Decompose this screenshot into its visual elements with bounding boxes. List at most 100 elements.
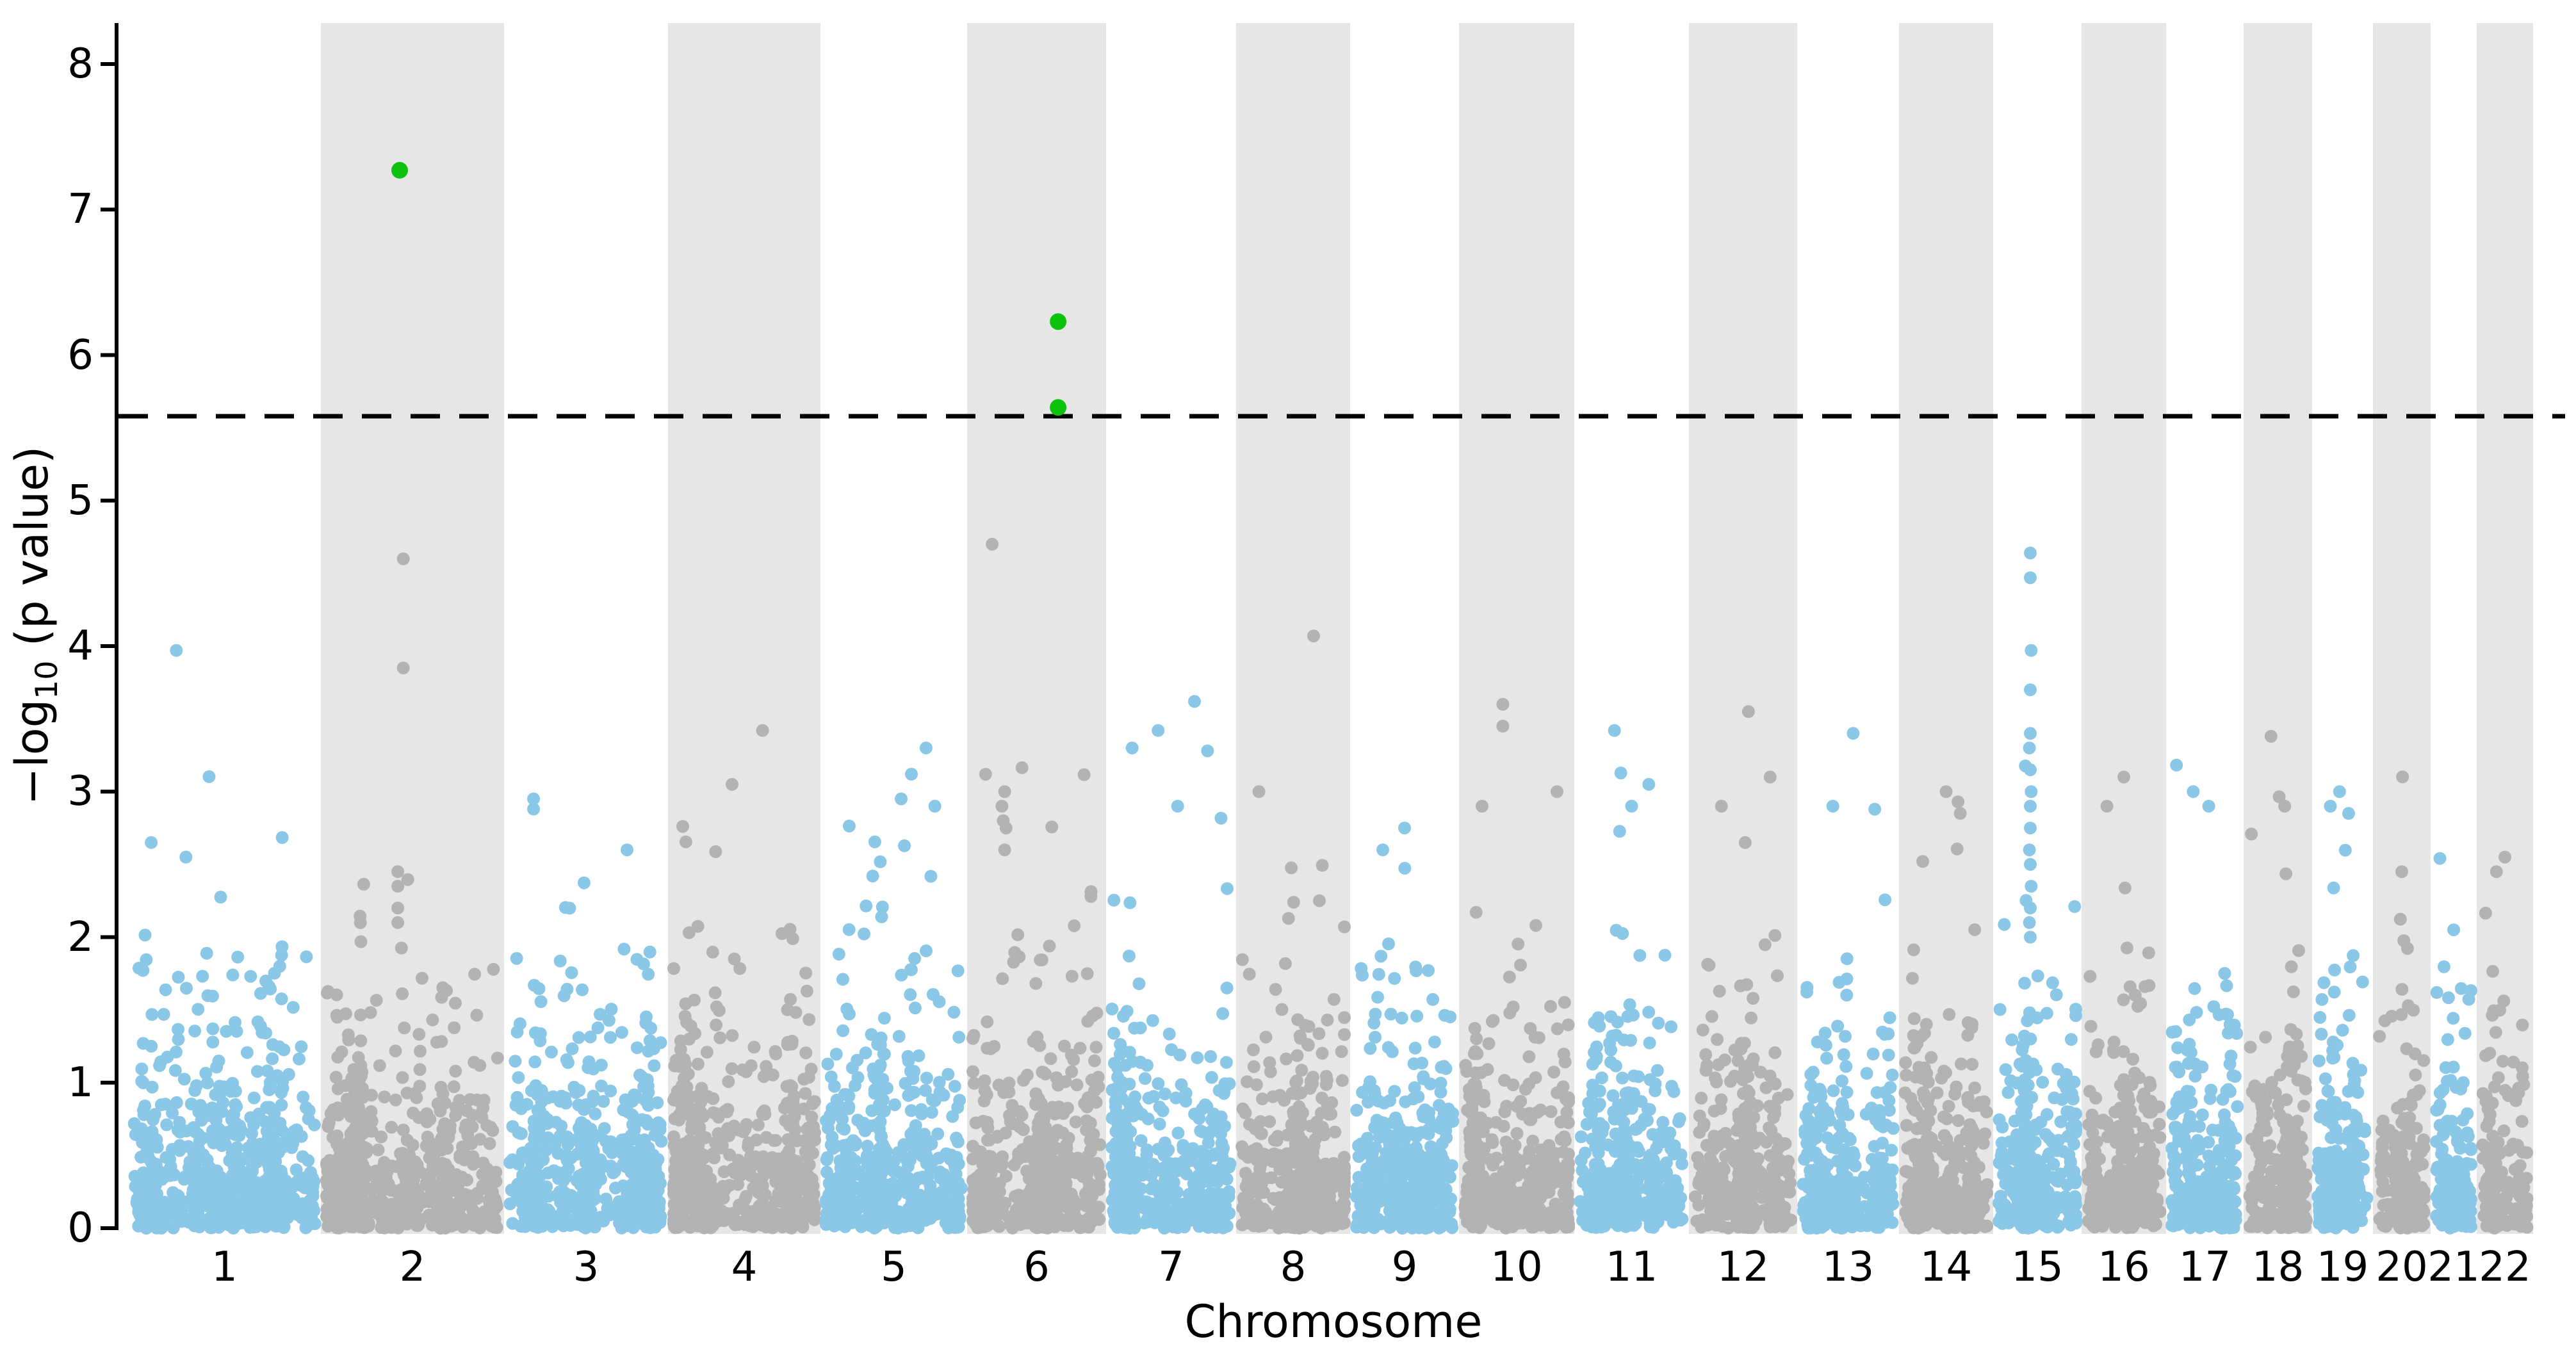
snp-outlier-point (919, 742, 933, 755)
snp-outlier-point (2264, 729, 2278, 743)
y-tick-label-6: 6 (67, 331, 94, 379)
chr-4-points (667, 724, 821, 1235)
snp-outlier-point (1763, 770, 1777, 784)
snp-outlier-point (2023, 843, 2036, 857)
snp-outlier-point (905, 768, 918, 781)
snp-outlier-point (2324, 800, 2337, 813)
chr-15-points (1993, 546, 2082, 1235)
snp-outlier-point (1307, 629, 1320, 643)
chr-9-points (1349, 822, 1460, 1235)
chromosome-band-8 (1236, 23, 1350, 1234)
snp-outlier-point (1171, 800, 1184, 813)
x-tick-label-chr-15: 15 (2011, 1244, 2064, 1291)
chr-19-points (2311, 785, 2374, 1235)
snp-outlier-point (2117, 770, 2130, 784)
snp-outlier-point (1953, 807, 1967, 820)
chr-16-points (2082, 770, 2167, 1235)
snp-outlier-point (928, 800, 942, 813)
snp-outlier-point (1201, 744, 1214, 758)
snp-outlier-point (2024, 546, 2037, 560)
chr-14-points (1898, 785, 1994, 1235)
x-axis-label: Chromosome (1184, 1295, 1483, 1348)
snp-outlier-point (1625, 800, 1638, 813)
snp-outlier-point (1496, 697, 1510, 711)
chr-11-points (1574, 724, 1689, 1234)
snp-outlier-point (2499, 850, 2511, 864)
x-tick-label-chr-19: 19 (2316, 1244, 2369, 1291)
snp-outlier-point (396, 552, 410, 565)
x-tick-label-chr-21: 21 (2427, 1244, 2480, 1291)
x-tick-label-chr-10: 10 (1490, 1244, 1543, 1291)
chromosome-band-16 (2082, 23, 2166, 1234)
y-axis-tick (101, 1226, 115, 1230)
snp-outlier-point (1125, 742, 1139, 755)
y-tick-label-4: 4 (67, 622, 94, 670)
chr-12-points (1689, 705, 1798, 1235)
snp-outlier-point (391, 880, 405, 893)
y-axis-spine (115, 23, 118, 1230)
x-tick-label-chr-22: 22 (2479, 1244, 2531, 1291)
y-axis-tick (101, 353, 115, 357)
snp-outlier-point (2024, 683, 2037, 697)
snp-outlier-point (391, 902, 405, 914)
y-axis-tick (101, 207, 115, 212)
snp-outlier-point (1252, 785, 1266, 799)
snp-outlier-point (1826, 800, 1839, 813)
snp-outlier-point (1398, 822, 1411, 835)
snp-outlier-point (1551, 785, 1563, 799)
chromosome-band-2 (321, 23, 504, 1234)
snp-outlier-point (1741, 705, 1755, 718)
snp-outlier-point (527, 792, 541, 806)
x-tick-label-chr-12: 12 (1716, 1244, 1770, 1291)
chr-10-points (1458, 697, 1575, 1235)
x-tick-label-chr-4: 4 (731, 1244, 758, 1291)
x-tick-label-chr-7: 7 (1158, 1244, 1184, 1291)
snp-outlier-point (2100, 800, 2114, 813)
chr-17-points (2165, 758, 2244, 1235)
snp-outlier-point (2024, 571, 2037, 585)
y-tick-label-5: 5 (67, 476, 94, 524)
snp-outlier-point (2024, 857, 2037, 871)
y-axis-tick (101, 1080, 115, 1085)
snp-outlier-point (1376, 843, 1389, 857)
snp-outlier-point (2395, 865, 2408, 879)
snp-outlier-point (1846, 727, 1860, 740)
significant-snp-point-chr6 (1050, 313, 1067, 330)
snp-outlier-point (2024, 902, 2037, 914)
chromosome-band-4 (668, 23, 820, 1234)
chr-18-points (2243, 729, 2313, 1235)
y-axis-tick (101, 644, 115, 648)
snp-outlier-point (895, 792, 908, 806)
snp-outlier-point (2490, 865, 2503, 879)
x-tick-label-chr-17: 17 (2178, 1244, 2231, 1291)
y-tick-label-1: 1 (67, 1058, 94, 1107)
snp-outlier-point (145, 836, 158, 849)
snp-outlier-point (998, 785, 1011, 799)
snp-outlier-point (2023, 742, 2036, 755)
snp-outlier-point (2278, 800, 2292, 813)
x-tick-label-chr-5: 5 (881, 1244, 907, 1291)
chr-8-points (1235, 629, 1351, 1235)
snp-outlier-point (2024, 800, 2037, 813)
x-tick-label-chr-6: 6 (1023, 1244, 1050, 1291)
x-tick-label-chr-1: 1 (211, 1244, 238, 1291)
y-axis-tick (101, 498, 115, 503)
x-tick-label-chr-3: 3 (573, 1244, 599, 1291)
x-tick-label-chr-14: 14 (1920, 1244, 1973, 1291)
snp-outlier-point (1496, 720, 1510, 733)
snp-outlier-point (2024, 822, 2037, 835)
chr-3-points (503, 792, 668, 1235)
snp-outlier-point (1642, 777, 1656, 791)
snp-outlier-point (2024, 930, 2037, 944)
x-tick-label-chr-8: 8 (1280, 1244, 1307, 1291)
snp-outlier-point (1715, 800, 1728, 813)
chr-5-points (820, 742, 968, 1235)
snp-outlier-point (2342, 807, 2355, 820)
x-tick-label-chr-20: 20 (2376, 1244, 2428, 1291)
snp-outlier-point (391, 916, 405, 929)
chr-6-points (966, 537, 1107, 1235)
x-tick-label-chr-16: 16 (2098, 1244, 2150, 1291)
snp-outlier-point (527, 802, 541, 816)
